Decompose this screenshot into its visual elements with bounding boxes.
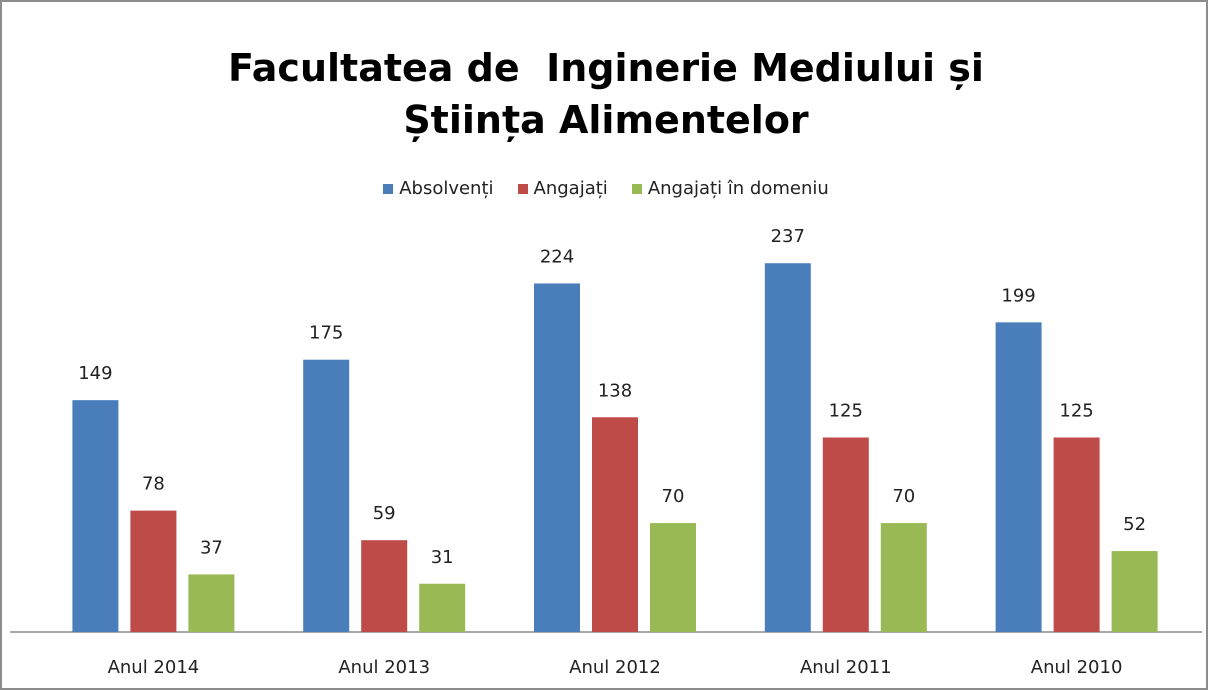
bar [822, 437, 869, 632]
bar [130, 510, 177, 632]
legend-item: Angajați [517, 178, 608, 199]
data-label: 125 [829, 401, 863, 422]
bar [1111, 551, 1158, 632]
bar [880, 523, 927, 632]
legend: Absolvenți Angajați Angajați în domeniu [2, 178, 1206, 199]
bar [764, 263, 811, 632]
data-label: 149 [78, 363, 112, 384]
chart-title: Facultatea de Inginerie Mediului și Știi… [228, 46, 998, 142]
x-tick-label: Anul 2011 [800, 657, 892, 678]
data-label: 125 [1059, 401, 1093, 422]
data-label: 31 [431, 547, 454, 568]
data-label: 138 [598, 380, 632, 401]
data-label: 237 [771, 226, 805, 247]
data-label: 52 [1123, 514, 1146, 535]
bar [72, 400, 119, 632]
bar [995, 322, 1042, 632]
bar [361, 540, 408, 632]
bar [188, 574, 235, 632]
legend-label: Absolvenți [399, 178, 494, 199]
data-label: 175 [309, 323, 343, 344]
legend-item: Angajați în domeniu [631, 178, 829, 199]
data-label: 70 [892, 486, 915, 507]
x-tick-label: Anul 2013 [338, 657, 430, 678]
data-label: 224 [540, 246, 574, 267]
bar [303, 359, 350, 632]
bar [592, 417, 638, 632]
legend-label: Angajați [533, 178, 608, 199]
data-label: 78 [142, 474, 165, 495]
legend-swatch [383, 183, 394, 194]
data-label: 70 [662, 486, 685, 507]
data-label: 199 [1001, 285, 1035, 306]
x-tick-label: Anul 2014 [108, 657, 200, 678]
legend-item: Absolvenți [383, 178, 494, 199]
bar [1053, 437, 1100, 632]
bar [419, 583, 466, 632]
x-tick-label: Anul 2012 [569, 657, 661, 678]
legend-swatch [631, 183, 642, 194]
data-label: 59 [373, 503, 396, 524]
legend-label: Angajați în domeniu [647, 178, 829, 199]
x-tick-label: Anul 2010 [1031, 657, 1123, 678]
legend-swatch [517, 183, 528, 194]
bar [650, 523, 696, 632]
bar [534, 283, 580, 632]
data-label: 37 [200, 537, 223, 558]
